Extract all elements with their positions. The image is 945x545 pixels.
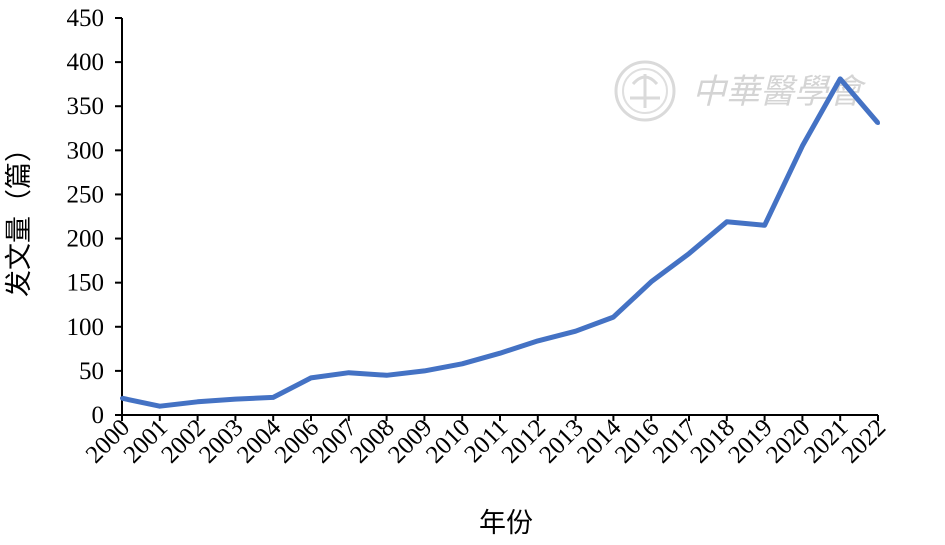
data-point [611,315,616,320]
y-tick-label: 350 [67,93,105,120]
y-tick-label: 100 [67,314,105,341]
data-point [724,219,729,224]
y-tick-label: 300 [67,137,105,164]
x-ticks: 2000200120022003200420062007200820092010… [81,414,891,469]
y-tick-label: 200 [67,226,105,253]
data-point [120,396,124,401]
y-axis-title: 发文量（篇） [4,135,35,297]
y-tick-label: 250 [67,181,105,208]
data-point [876,120,880,125]
y-tick-label: 50 [79,358,104,385]
y-tick-label: 450 [67,5,105,32]
data-point [271,395,276,400]
y-tick-label: 0 [92,402,105,429]
data-point [157,404,162,409]
data-point [384,373,389,378]
data-point [649,279,654,284]
data-point [838,76,843,81]
data-point [762,223,767,228]
data-point [800,143,805,148]
data-point [573,329,578,334]
x-tick-label: 2022 [837,414,891,468]
data-point [422,368,427,373]
data-point [460,361,465,366]
data-point [195,399,200,404]
data-point [687,251,691,256]
data-point [233,397,238,402]
y-tick-label: 150 [67,270,105,297]
data-point [498,351,502,356]
series-line [121,76,880,409]
y-ticks: 0 50 100 150 200 250 300 350 400 450 [67,5,122,429]
data-point [535,338,540,343]
data-point [346,370,351,375]
series-group [120,76,880,409]
watermark: 中華醫學會 [614,60,867,122]
medical-association-seal-icon [614,60,676,122]
data-point [309,375,313,380]
y-tick-label: 400 [67,49,105,76]
x-axis-title: 年份 [479,508,533,539]
